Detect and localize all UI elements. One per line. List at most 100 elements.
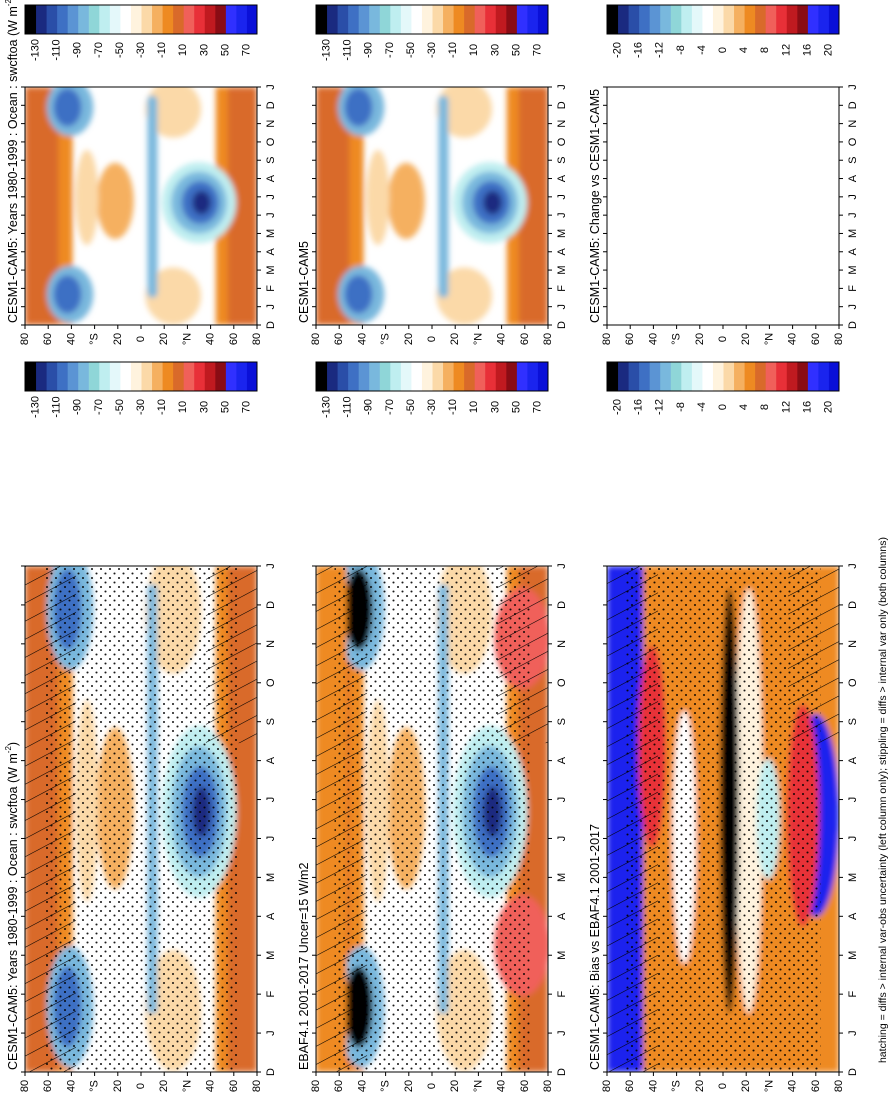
colorbar-bottom-right: 20 16 12 8 4 0 -4 -8 -12 -16 -20 <box>606 4 840 58</box>
month-tick-label: M <box>556 873 568 882</box>
colorbar-swatch <box>754 5 766 34</box>
lat-tick-label: 20 <box>694 333 706 345</box>
month-tick-label: J <box>556 797 568 803</box>
month-tick-label: J <box>847 194 859 200</box>
colorbar-top-right: 70 50 30 10 -10 -30 -50 -70 -90 -110 -130 <box>24 4 258 61</box>
lat-tick-label: °N <box>763 333 775 345</box>
month-tick-label: J <box>556 1030 568 1036</box>
colorbar-swatch <box>368 5 380 34</box>
colorbar-label: -30 <box>426 42 438 58</box>
month-tick-label: J <box>265 797 277 803</box>
colorbar-swatch <box>410 362 422 391</box>
month-tick-label: J <box>847 84 859 90</box>
lat-tick-label: 80 <box>601 1080 613 1092</box>
lat-tick-label: 80 <box>251 1080 263 1092</box>
colorbar-label: -110 <box>342 396 354 417</box>
month-tick-label: N <box>556 640 568 648</box>
panel-top-right: 70 50 30 10 -10 -30 -50 -70 -90 -110 -130 80 60 40 °N 2… <box>4 0 277 345</box>
month-tick-label: A <box>556 247 568 255</box>
colorbar-swatch <box>151 362 163 391</box>
colorbar-swatch <box>516 362 528 391</box>
month-tick-label: F <box>847 991 859 998</box>
colorbar-swatch <box>141 362 153 391</box>
month-tick-label: M <box>265 229 277 238</box>
colorbar-swatch <box>723 362 735 391</box>
colorbar-swatch <box>225 362 237 391</box>
contour-region <box>96 162 134 239</box>
month-tick-label: A <box>847 912 859 920</box>
lat-tick-label: 60 <box>42 333 54 345</box>
month-tick-label: D <box>556 1068 568 1076</box>
lat-tick-label: 60 <box>333 333 345 345</box>
lat-tick-label: °S <box>380 333 392 345</box>
colorbar-swatch <box>379 362 391 391</box>
colorbar-label: -110 <box>51 396 63 417</box>
lat-tick-label: °S <box>671 333 683 345</box>
contour-region <box>53 88 82 127</box>
month-tick-label: J <box>556 84 568 90</box>
colorbar-swatch <box>421 5 433 34</box>
colorbar-label: 12 <box>780 401 792 413</box>
colorbar-label: -130 <box>321 39 333 61</box>
month-tick-label: M <box>847 229 859 238</box>
month-tick-label: D <box>556 101 568 109</box>
month-tick-label: J <box>265 194 277 200</box>
colorbar-label: -70 <box>384 42 396 58</box>
hatching <box>496 566 548 744</box>
colorbar-swatch <box>389 5 401 34</box>
colorbar-swatch <box>775 5 787 34</box>
colorbar-label: 50 <box>510 44 522 56</box>
lat-tick-label: 80 <box>19 333 31 345</box>
colorbar-swatch <box>326 5 338 34</box>
colorbar-swatch <box>817 362 829 391</box>
panel-title-text: CESM1-CAM5: Years 1980-1999 : Ocean : sw… <box>6 6 20 323</box>
colorbar-frame <box>315 361 549 392</box>
lat-tick-label: 80 <box>542 333 554 345</box>
colorbar-swatch <box>670 5 682 34</box>
panel-title-sup: -2 <box>4 746 13 754</box>
month-tick-label: M <box>265 265 277 274</box>
panel-title-text: CESM1-CAM5 <box>297 241 311 323</box>
month-tick-label: A <box>265 912 277 920</box>
lat-tick-label: °S <box>89 1080 101 1092</box>
colorbar-swatch <box>432 5 444 34</box>
month-tick-label: A <box>265 756 277 764</box>
hatching <box>25 566 77 1072</box>
colorbar-swatch <box>119 5 131 34</box>
contour-region <box>438 95 449 298</box>
colorbar-swatch <box>46 5 58 34</box>
colorbar-swatch <box>358 362 370 391</box>
colorbar-swatch <box>505 362 517 391</box>
colorbar-swatch <box>77 362 89 391</box>
colorbar-swatch <box>25 5 37 34</box>
colorbar-label: 20 <box>822 44 834 56</box>
colorbar-label: 4 <box>738 404 750 410</box>
colorbar-swatch <box>214 362 226 391</box>
lat-tick-label: 40 <box>205 333 217 345</box>
colorbar-swatch <box>537 362 549 391</box>
colorbar-label: -12 <box>654 42 666 58</box>
colorbar-label: -16 <box>633 399 645 415</box>
lat-tick-label: 60 <box>810 1080 822 1092</box>
panel-mid-right: 70 50 30 10 -10 -30 -50 -70 -90 -110 -130 80 60 40 °N 2… <box>297 4 568 345</box>
colorbar-top-left: 70 50 30 10 -10 -30 -50 -70 -90 -110 -130 <box>24 361 258 418</box>
lat-tick-label: 0 <box>426 336 438 342</box>
lat-tick-label: 20 <box>112 1080 124 1092</box>
month-tick-label: M <box>556 265 568 274</box>
lat-tick-label: 20 <box>403 1080 415 1092</box>
colorbar-swatch <box>347 5 359 34</box>
field-top-left <box>25 566 257 1072</box>
month-tick-label: N <box>847 640 859 648</box>
colorbar-swatch <box>638 5 650 34</box>
contour-region <box>344 88 373 127</box>
colorbar-swatch <box>691 362 703 391</box>
contour-band <box>349 87 364 325</box>
colorbar-swatch <box>88 5 100 34</box>
month-tick-label: D <box>847 101 859 109</box>
field-bottom-right <box>607 87 839 325</box>
colorbar-swatch <box>442 362 454 391</box>
colorbar-swatch <box>505 5 517 34</box>
lat-tick-label: 0 <box>135 1083 147 1089</box>
